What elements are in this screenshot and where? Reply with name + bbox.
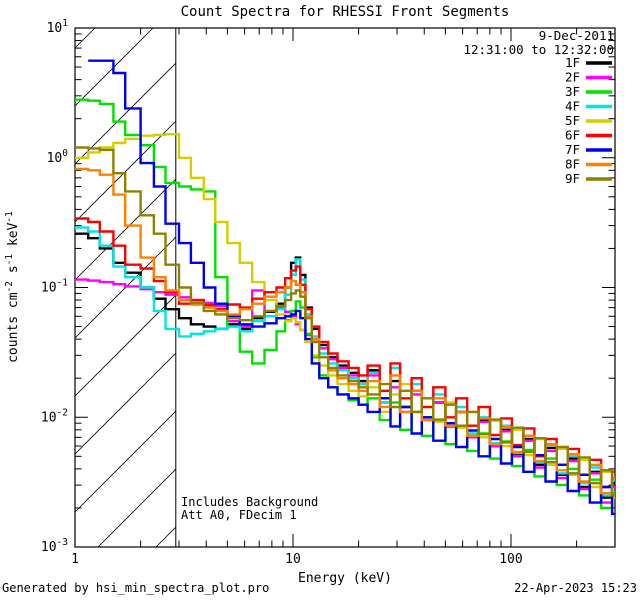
axis-ticks — [74, 27, 616, 548]
legend-item-2F: 2F — [565, 70, 612, 85]
svg-text:10: 10 — [285, 552, 301, 567]
legend-label: 5F — [565, 113, 580, 128]
legend-label: 7F — [565, 142, 580, 157]
svg-text:10-2: 10-2 — [41, 407, 68, 425]
legend-item-5F: 5F — [565, 113, 612, 128]
legend-label: 6F — [565, 128, 580, 143]
svg-text:100: 100 — [499, 552, 522, 567]
legend-label: 8F — [565, 157, 580, 172]
observation-interval: 9-Dec-2011 12:31:00 to 12:32:00 — [463, 29, 614, 57]
generator-credit: Generated by hsi_min_spectra_plot.pro — [2, 581, 270, 595]
observation-date: 9-Dec-2011 — [538, 28, 614, 43]
svg-text:10-3: 10-3 — [41, 537, 68, 555]
legend-label: 4F — [565, 99, 580, 114]
observation-time-range: 12:31:00 to 12:32:00 — [463, 42, 614, 57]
curve-6F — [75, 217, 615, 489]
legend-item-7F: 7F — [565, 142, 612, 157]
curve-9F — [75, 146, 615, 497]
curve-1F — [75, 232, 615, 499]
render-timestamp: 22-Apr-2023 15:23 — [514, 581, 637, 595]
background-note: Includes Background — [181, 495, 319, 509]
legend-item-3F: 3F — [565, 84, 612, 99]
legend-label: 3F — [565, 84, 580, 99]
legend-item-8F: 8F — [565, 157, 612, 172]
attenuator-note: Att A0, FDecim 1 — [181, 508, 297, 522]
curve-7F — [88, 59, 615, 516]
x-axis-label: Energy (keV) — [298, 571, 392, 586]
curve-5F — [75, 133, 615, 499]
chart-title: Count Spectra for RHESSI Front Segments — [180, 4, 510, 20]
legend-item-6F: 6F — [565, 128, 612, 143]
legend-item-4F: 4F — [565, 99, 612, 114]
svg-text:100: 100 — [47, 148, 69, 166]
y-tick-labels: 101 100 10-1 10-2 10-3 — [41, 18, 68, 555]
x-tick-labels: 1 10 100 — [71, 552, 523, 567]
svg-text:1: 1 — [71, 552, 79, 567]
legend-item-9F: 9F — [565, 171, 612, 186]
curve-2F — [75, 278, 615, 504]
legend-label: 9F — [565, 171, 580, 186]
legend-item-1F: 1F — [565, 55, 612, 70]
curve-8F — [75, 167, 615, 495]
y-axis-label: counts cm-2 s-1 keV-1 — [4, 211, 21, 363]
plot-annotations: Includes Background Att A0, FDecim 1 — [181, 496, 318, 522]
svg-text:10-1: 10-1 — [41, 278, 68, 296]
legend-label: 2F — [565, 70, 580, 85]
spectra-curves — [75, 59, 615, 516]
legend-label: 1F — [565, 55, 580, 70]
svg-text:101: 101 — [47, 18, 69, 36]
